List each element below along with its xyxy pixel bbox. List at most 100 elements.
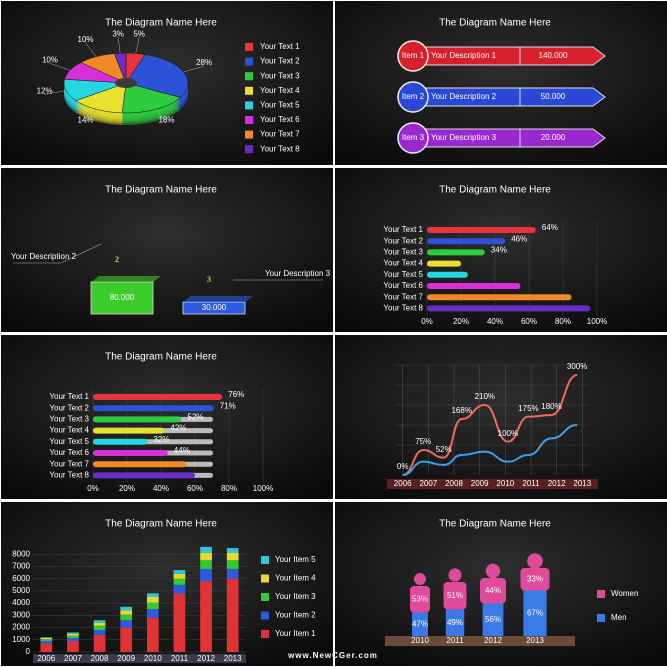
legend-label: Men xyxy=(611,613,627,622)
box xyxy=(90,281,154,315)
data-label: 0% xyxy=(397,462,409,471)
legend-swatch xyxy=(261,556,269,564)
x-tick-label: 2009 xyxy=(117,654,135,663)
description: Your Description 2 xyxy=(11,252,77,261)
y-tick-label: Your Text 5 xyxy=(383,270,423,279)
y-tick-label: 6000 xyxy=(12,574,30,583)
panel: The Diagram Name Here 80.000 2 30.000 3 Your … xyxy=(1,168,333,332)
pie-hole xyxy=(115,78,137,88)
bar-segment xyxy=(146,602,159,610)
bar xyxy=(93,416,182,423)
bar-segment xyxy=(173,593,186,652)
bar-segment xyxy=(93,620,106,623)
x-tick-label: 0% xyxy=(421,317,433,326)
data-label: 34% xyxy=(491,246,507,255)
leader-line xyxy=(85,42,97,57)
chart-title: The Diagram Name Here xyxy=(105,18,217,29)
bar-segment xyxy=(200,568,212,582)
x-tick-label: 2010 xyxy=(144,654,162,663)
bar xyxy=(93,450,168,456)
legend-swatch xyxy=(245,86,253,95)
y-tick-label: 2000 xyxy=(12,623,30,632)
y-tick-label: Your Text 7 xyxy=(49,459,89,468)
description: Your Description 3 xyxy=(431,133,497,142)
y-tick-label: Your Text 6 xyxy=(49,448,89,457)
leader-line xyxy=(85,109,97,124)
x-tick-label: 60% xyxy=(521,317,537,326)
figure-men xyxy=(523,590,547,636)
legend-label: Your Text 4 xyxy=(260,86,300,95)
x-tick-label: 2011 xyxy=(171,654,189,663)
item-number: 3 xyxy=(207,275,211,284)
description: Your Description 1 xyxy=(431,51,497,60)
y-tick-label: Your Text 6 xyxy=(383,281,423,290)
data-label: 175% xyxy=(518,404,538,413)
y-tick-label: Your Text 3 xyxy=(49,415,89,424)
data-label: 67% xyxy=(527,608,543,617)
bar-segment xyxy=(146,593,159,597)
leader-line xyxy=(183,65,205,73)
bar-segment xyxy=(146,617,159,652)
bar-segment xyxy=(120,620,133,628)
x-tick-label: 2012 xyxy=(484,636,502,645)
line-series xyxy=(402,424,578,476)
x-tick-label: 2011 xyxy=(522,479,540,488)
data-label: 180% xyxy=(541,402,561,411)
bar-segment xyxy=(226,578,239,652)
bar-segment xyxy=(173,578,186,585)
bar-segment xyxy=(93,625,106,630)
bar-segment xyxy=(226,560,239,569)
item-badge xyxy=(397,81,429,113)
legend-swatch xyxy=(261,630,269,638)
panel: 2006 2007 2008 2009 2010 2011 2012 2013 0% 75% 52%… xyxy=(335,335,667,499)
bar-segment xyxy=(40,637,53,640)
figure-men xyxy=(445,609,465,636)
data-label: 71% xyxy=(220,401,236,410)
legend-swatch xyxy=(261,611,269,620)
bar xyxy=(427,305,591,312)
y-tick-label: Your Text 2 xyxy=(383,236,423,245)
bar-segment xyxy=(67,632,79,634)
legend-label: Your Item 1 xyxy=(275,629,316,638)
data-label: 28% xyxy=(196,58,212,67)
axis-band xyxy=(387,479,598,489)
x-tick-label: 80% xyxy=(555,317,571,326)
data-label: 46% xyxy=(511,234,527,243)
chart-title: The Diagram Name Here xyxy=(439,185,551,196)
x-tick-label: 40% xyxy=(487,317,503,326)
legend-label: Your Text 2 xyxy=(260,57,300,66)
data-label: 52% xyxy=(436,445,452,454)
data-label: 14% xyxy=(78,115,94,124)
figure-women xyxy=(410,586,430,613)
legend-swatch xyxy=(245,145,253,154)
bar-segment xyxy=(40,637,53,638)
x-tick-label: 40% xyxy=(153,484,169,493)
chart-title: The Diagram Name Here xyxy=(105,519,217,530)
value-label: 80.000 xyxy=(110,293,135,302)
figure-head xyxy=(448,568,462,582)
bar-segment xyxy=(120,606,133,611)
bar-segment xyxy=(200,546,212,553)
bar-segment xyxy=(200,581,212,652)
panel: The Diagram Name Here Your Description 1 1… xyxy=(335,1,667,165)
leader-line xyxy=(13,243,102,264)
data-label: 76% xyxy=(228,390,244,399)
figure-women xyxy=(443,582,467,610)
data-label: 3% xyxy=(112,29,124,38)
y-tick-label: Your Text 4 xyxy=(49,426,89,435)
legend-label: Your Text 8 xyxy=(260,144,300,153)
bar xyxy=(427,271,468,278)
bar-segment xyxy=(173,584,186,594)
figure-head xyxy=(485,563,501,579)
value-arrow xyxy=(519,87,606,107)
box-top xyxy=(91,276,161,282)
x-tick-label: 2008 xyxy=(91,654,109,663)
y-tick-label: Your Text 1 xyxy=(383,225,423,234)
data-label: 18% xyxy=(158,115,174,124)
x-tick-label: 100% xyxy=(253,484,273,493)
bar xyxy=(93,461,187,468)
bar xyxy=(93,394,223,400)
panel-background xyxy=(335,335,667,499)
